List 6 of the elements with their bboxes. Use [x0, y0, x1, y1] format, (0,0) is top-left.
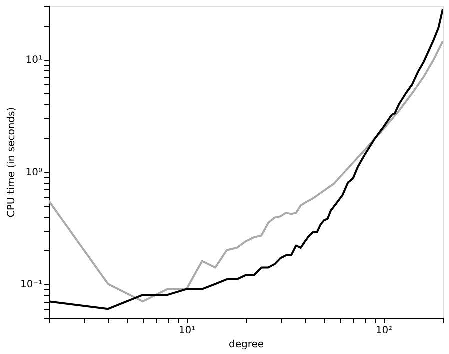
y-tick-label: 10⁰ [26, 167, 42, 178]
y-tick-label: 10¹ [26, 55, 42, 66]
y-tick-label: 10⁻¹ [20, 280, 42, 291]
x-axis-title: degree [228, 340, 264, 350]
x-tick-label: 10² [376, 326, 393, 336]
y-axis-title: CPU time (in seconds) [6, 107, 18, 218]
